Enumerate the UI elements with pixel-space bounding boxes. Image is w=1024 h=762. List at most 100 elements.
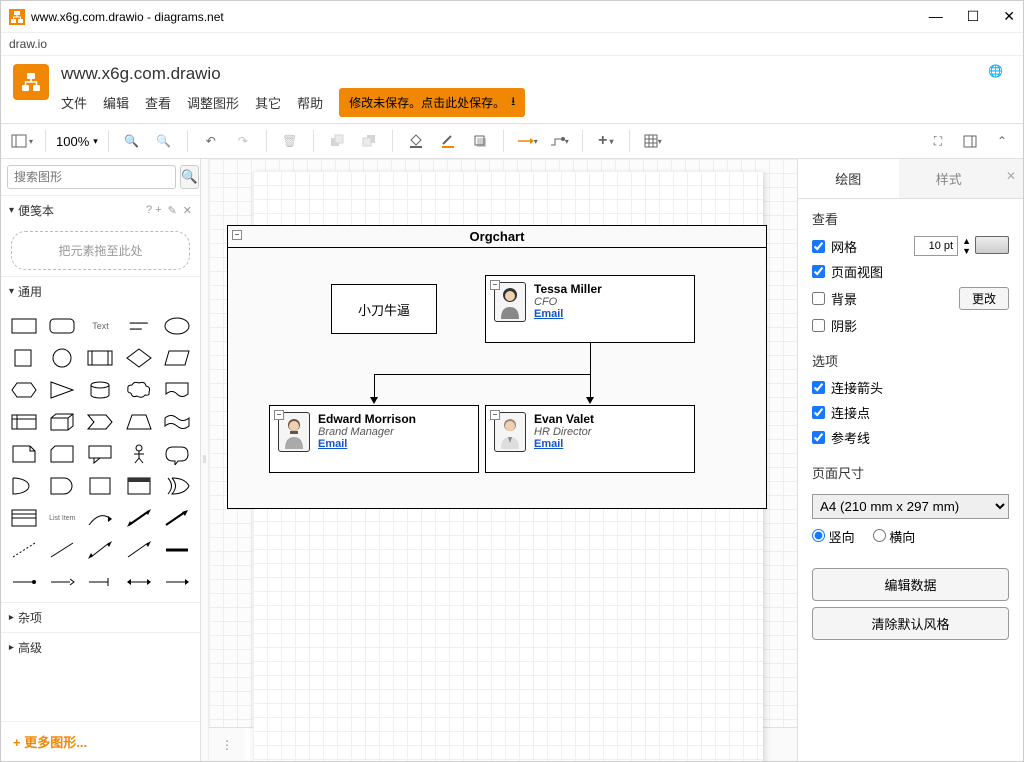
to-back-button[interactable] [356, 128, 382, 154]
undo-button[interactable]: ↶ [198, 128, 224, 154]
grid-size-input[interactable] [914, 236, 958, 256]
more-shapes-button[interactable]: + 更多图形... [1, 721, 200, 761]
shape-step[interactable] [83, 408, 117, 436]
table-button[interactable]: ▾ [640, 128, 666, 154]
shape-text[interactable]: Text [83, 312, 117, 340]
shape-arrow[interactable] [160, 504, 194, 532]
menu-file[interactable]: 文件 [61, 93, 87, 112]
shape-curve[interactable] [83, 504, 117, 532]
bm-email[interactable]: Email [318, 438, 416, 450]
language-icon[interactable]: 🌐 [988, 64, 1003, 78]
shape-actor[interactable] [122, 440, 156, 468]
collapse-icon[interactable]: − [490, 410, 500, 420]
splitter[interactable]: ⦀ [201, 159, 209, 761]
shape-dir2[interactable] [122, 536, 156, 564]
fill-color-button[interactable] [403, 128, 429, 154]
delete-button[interactable]: 🗑 [277, 128, 303, 154]
shape-link[interactable] [160, 536, 194, 564]
hr-card[interactable]: − Evan ValetHR DirectorEmail [485, 405, 695, 473]
shape-square[interactable] [7, 344, 41, 372]
close-icon[interactable]: ✕ [183, 204, 192, 217]
format-panel-button[interactable] [957, 128, 983, 154]
save-warning[interactable]: 修改未保存。点击此处保存。⭳ [339, 88, 525, 117]
shape-line[interactable] [45, 536, 79, 564]
scratchpad-header[interactable]: ▾便笺本 ? +✎✕ [1, 195, 200, 225]
zoom-control[interactable]: 100%▾ [56, 134, 98, 149]
shape-conn1[interactable] [7, 568, 41, 596]
grid-color-swatch[interactable] [975, 236, 1009, 254]
shape-process[interactable] [83, 344, 117, 372]
cfo-email[interactable]: Email [534, 308, 602, 320]
guides-checkbox[interactable] [812, 431, 825, 444]
search-input[interactable] [7, 165, 176, 189]
grid-checkbox[interactable] [812, 240, 825, 253]
shape-diamond[interactable] [122, 344, 156, 372]
fullscreen-button[interactable]: ⛶ [925, 128, 951, 154]
shape-parallelogram[interactable] [160, 344, 194, 372]
collapse-icon[interactable]: − [490, 280, 500, 290]
shape-datastore[interactable] [83, 472, 117, 500]
change-bg-button[interactable]: 更改 [959, 287, 1009, 310]
shape-cylinder[interactable] [83, 376, 117, 404]
sidebar-toggle-button[interactable]: ▾ [9, 128, 35, 154]
shape-note[interactable] [7, 440, 41, 468]
shape-document[interactable] [160, 376, 194, 404]
shape-conn4[interactable] [122, 568, 156, 596]
hr-email[interactable]: Email [534, 438, 594, 450]
insert-button[interactable]: +▾ [593, 128, 619, 154]
shadow-button[interactable] [467, 128, 493, 154]
advanced-header[interactable]: ▾高级 [1, 632, 200, 662]
shape-bidir2[interactable] [83, 536, 117, 564]
tab-style[interactable]: 样式 [899, 159, 1000, 198]
shape-conn5[interactable] [160, 568, 194, 596]
portrait-radio-label[interactable]: 竖向 [812, 527, 855, 546]
shape-listitem[interactable]: List Item [45, 504, 79, 532]
menu-other[interactable]: 其它 [255, 93, 281, 112]
line-color-button[interactable] [435, 128, 461, 154]
menu-view[interactable]: 查看 [145, 93, 171, 112]
collapse-button[interactable]: ⌃ [989, 128, 1015, 154]
waypoint-button[interactable]: ▾ [546, 128, 572, 154]
minimize-button[interactable]: — [929, 8, 943, 25]
edge[interactable] [590, 343, 591, 374]
edit-data-button[interactable]: 编辑数据 [812, 568, 1009, 601]
shape-cloud[interactable] [122, 376, 156, 404]
edge[interactable] [590, 374, 591, 397]
close-button[interactable]: ✕ [1003, 8, 1015, 25]
shape-rect[interactable] [7, 312, 41, 340]
pageview-checkbox[interactable] [812, 265, 825, 278]
conn-arrows-checkbox[interactable] [812, 381, 825, 394]
shape-list[interactable] [7, 504, 41, 532]
cfo-card[interactable]: − Tessa MillerCFOEmail [485, 275, 695, 343]
simple-box[interactable]: 小刀牛逼 [331, 284, 437, 334]
shape-roundrect[interactable] [45, 312, 79, 340]
conn-points-checkbox[interactable] [812, 406, 825, 419]
edge[interactable] [374, 374, 375, 397]
clear-style-button[interactable]: 清除默认风格 [812, 607, 1009, 640]
scratchpad-actions[interactable]: ? + [146, 204, 162, 217]
misc-header[interactable]: ▾杂项 [1, 602, 200, 632]
menu-edit[interactable]: 编辑 [103, 93, 129, 112]
shadow-checkbox[interactable] [812, 319, 825, 332]
scratchpad-dropzone[interactable]: 把元素拖至此处 [11, 231, 190, 270]
shape-frame[interactable] [122, 472, 156, 500]
shape-xor[interactable] [160, 472, 194, 500]
shape-conn2[interactable] [45, 568, 79, 596]
maximize-button[interactable]: ☐ [967, 8, 980, 25]
zoom-in-button[interactable]: 🔍 [119, 128, 145, 154]
menu-help[interactable]: 帮助 [297, 93, 323, 112]
general-header[interactable]: ▾通用 [1, 276, 200, 306]
tab-diagram[interactable]: 绘图 [798, 159, 899, 198]
document-title[interactable]: www.x6g.com.drawio [61, 64, 988, 84]
shape-trapezoid[interactable] [122, 408, 156, 436]
search-button[interactable]: 🔍 [180, 165, 199, 189]
shape-callout[interactable] [83, 440, 117, 468]
zoom-out-button[interactable]: 🔍 [151, 128, 177, 154]
background-checkbox[interactable] [812, 292, 825, 305]
edge[interactable] [374, 374, 590, 375]
shape-and[interactable] [45, 472, 79, 500]
shape-cube[interactable] [45, 408, 79, 436]
page-menu-button[interactable]: ⋮ [209, 738, 245, 752]
menu-adjust[interactable]: 调整图形 [187, 93, 239, 112]
shape-hexagon[interactable] [7, 376, 41, 404]
